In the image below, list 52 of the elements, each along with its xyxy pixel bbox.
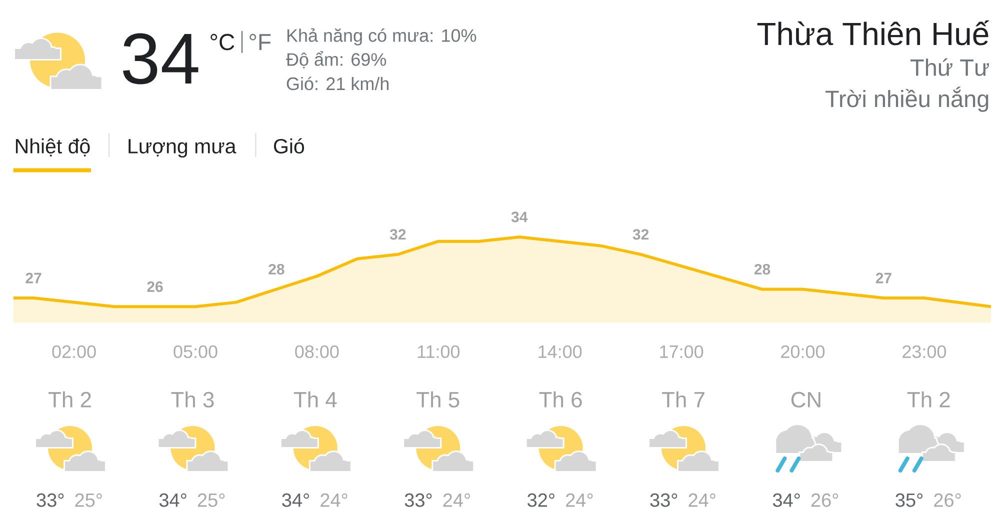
data-label: 27: [876, 272, 892, 284]
x-tick-label: 17:00: [660, 345, 704, 358]
text: Thứ Tư: [910, 58, 989, 76]
data-label: 34: [511, 212, 528, 222]
category-label: Th 3: [171, 391, 214, 408]
text: Lượng mưa: [128, 139, 236, 158]
text: 34: [123, 33, 198, 84]
text: Gió: [274, 138, 304, 154]
data-label: 34°: [282, 493, 309, 507]
data-label: 24°: [443, 493, 470, 507]
x-tick-label: 08:00: [295, 345, 339, 358]
data-label: 28: [268, 264, 284, 275]
text: °C: [210, 34, 234, 50]
text: Trời nhiều nắng: [826, 86, 988, 112]
data-label: 34°: [772, 493, 800, 507]
data-label: 32: [390, 229, 406, 240]
category-label: Th 5: [416, 391, 460, 408]
data-label: 24°: [688, 493, 716, 507]
category-label: Th 2: [48, 391, 91, 408]
x-tick-label: 23:00: [902, 345, 946, 358]
data-label: 26: [147, 281, 163, 292]
category-label: Th 6: [539, 391, 582, 408]
category-label: Th 4: [294, 391, 337, 408]
data-label: 25°: [75, 493, 102, 507]
text: °F: [250, 34, 271, 50]
data-label: 32°: [528, 493, 554, 507]
data-label: 33°: [404, 493, 432, 507]
x-tick-label: 11:00: [418, 345, 460, 358]
x-tick-label: 14:00: [538, 345, 582, 358]
text: Độ ẩm: 69%: [286, 51, 386, 68]
category-label: Th 2: [907, 391, 950, 408]
text: Thừa Thiên Huế: [757, 20, 990, 46]
category-label: CN: [791, 392, 820, 408]
data-label: 34°: [159, 493, 186, 507]
data-label: 27: [26, 272, 42, 284]
x-tick-label: 20:00: [781, 345, 825, 358]
data-label: 24°: [566, 493, 593, 507]
data-label: 33°: [650, 493, 678, 507]
data-label: 25°: [198, 493, 225, 507]
x-tick-label: 05:00: [174, 345, 218, 358]
text: Khả năng có mưa: 10%: [287, 28, 476, 46]
data-label: 28: [754, 264, 770, 275]
category-label: Th 7: [662, 391, 704, 408]
data-label: 35°: [896, 493, 922, 507]
text: Nhiệt độ: [16, 138, 90, 156]
data-label: 32: [632, 229, 649, 240]
text: Gió: 21 km/h: [286, 76, 389, 90]
data-label: 33°: [36, 493, 64, 507]
data-label: 26°: [811, 493, 838, 507]
data-label: 24°: [320, 493, 348, 507]
x-tick-label: 02:00: [52, 345, 96, 358]
data-label: 26°: [934, 493, 961, 507]
